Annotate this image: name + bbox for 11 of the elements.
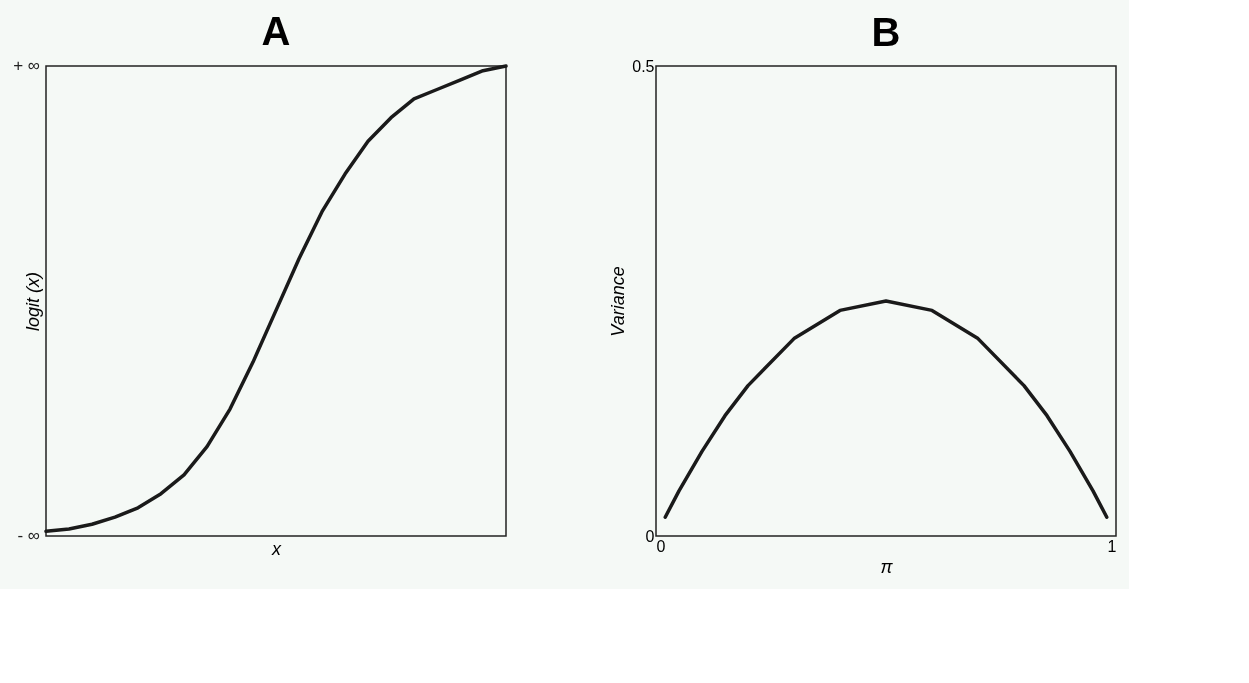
chart-title: A xyxy=(261,9,291,53)
text: - ∞ xyxy=(17,526,40,545)
x-tick-label: 1 xyxy=(1107,537,1117,555)
chart-title: B xyxy=(871,10,901,54)
text: + ∞ xyxy=(13,56,40,75)
y-axis-title: Variance xyxy=(608,266,629,337)
line-series xyxy=(663,299,1109,519)
y-tick-label: 0.5 xyxy=(632,57,655,75)
x-axis-title: x xyxy=(271,538,282,559)
y-axis-title: logit (x) xyxy=(22,271,43,332)
x-axis-title: π xyxy=(880,556,894,577)
